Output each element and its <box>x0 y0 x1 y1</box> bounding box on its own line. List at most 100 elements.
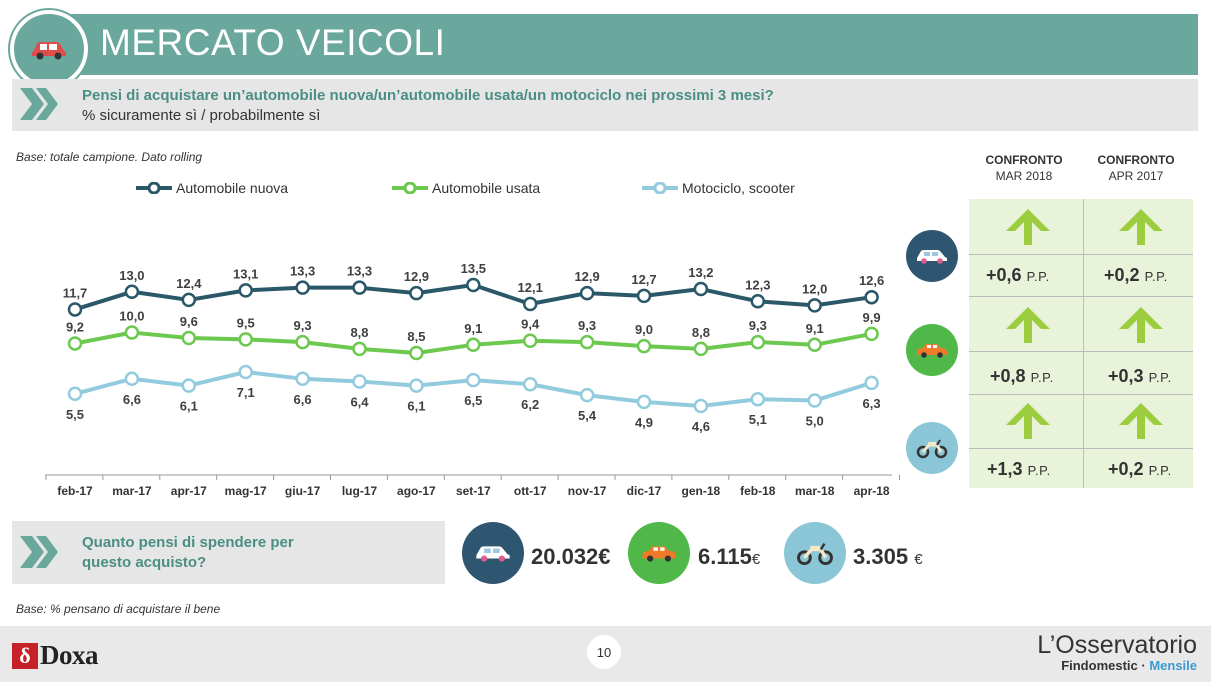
motorbike-icon <box>784 522 846 584</box>
data-point <box>636 394 652 410</box>
data-label: 5,1 <box>749 412 767 427</box>
base-note-2: Base: % pensano di acquistare il bene <box>16 602 221 616</box>
spend-question: Quanto pensi di spendere per questo acqu… <box>82 534 294 571</box>
data-label: 9,4 <box>521 317 540 332</box>
data-point <box>807 393 822 408</box>
x-tick-label: nov-17 <box>568 484 607 498</box>
data-label: 8,5 <box>407 329 425 344</box>
data-label: 9,3 <box>749 318 767 333</box>
data-label: 12,1 <box>518 280 543 295</box>
comparison-value: +0,6 P.P. <box>986 265 1050 285</box>
legend-automobile-nuova: Automobile nuova <box>134 180 288 196</box>
data-point <box>522 333 538 348</box>
x-tick-label: mar-17 <box>112 484 152 498</box>
question-bar <box>12 79 1198 131</box>
x-tick-label: set-17 <box>456 484 491 498</box>
data-label: 12,0 <box>802 281 827 296</box>
comparison-value: +1,3 P.P. <box>987 459 1051 479</box>
data-label: 13,1 <box>233 266 258 281</box>
data-point <box>295 280 310 295</box>
data-label: 13,2 <box>688 265 713 280</box>
data-point <box>295 371 310 387</box>
data-point <box>693 281 709 297</box>
data-label: 9,1 <box>464 321 482 336</box>
data-label: 9,3 <box>294 318 312 333</box>
data-label: 9,5 <box>237 315 255 330</box>
data-label: 6,5 <box>464 393 482 408</box>
x-tick-label: lug-17 <box>342 484 378 498</box>
legend-label: Automobile nuova <box>176 180 289 196</box>
page-title: MERCATO VEICOLI <box>100 22 446 63</box>
arrow-up-icon <box>1006 209 1050 245</box>
motorbike-icon <box>906 422 958 474</box>
spend-moto: 3.305 € <box>853 544 923 569</box>
data-point <box>238 283 253 298</box>
data-point <box>579 334 595 350</box>
chevrons-icon <box>20 88 58 120</box>
car-icon <box>10 10 88 88</box>
data-label: 12,7 <box>631 272 656 287</box>
data-point <box>352 374 367 389</box>
data-label: 6,1 <box>407 399 425 414</box>
x-tick-label: gen-18 <box>682 484 721 498</box>
data-label: 11,7 <box>63 285 88 300</box>
data-label: 12,6 <box>859 273 884 288</box>
divider <box>1083 199 1084 488</box>
data-point <box>693 341 709 357</box>
data-point <box>181 292 197 308</box>
data-label: 6,3 <box>863 396 881 411</box>
legend-automobile-usata: Automobile usata <box>390 180 540 196</box>
data-label: 9,1 <box>806 321 824 336</box>
data-point <box>864 375 879 391</box>
comparison-value: +0,8 P.P. <box>990 366 1054 386</box>
divider <box>969 254 1193 255</box>
spend-car-new: 20.032€ <box>531 544 611 569</box>
car-new-icon <box>462 522 524 584</box>
data-point <box>124 371 140 387</box>
data-point <box>67 386 83 402</box>
line-chart: feb-17 mar-17 apr-17 mag-17 giu-17 lug-17 ago-… <box>45 261 900 498</box>
data-label: 12,4 <box>176 276 202 291</box>
data-point <box>466 372 481 388</box>
header-bar <box>62 14 1198 75</box>
data-label: 4,9 <box>635 415 653 430</box>
legend-motociclo-scooter: Motociclo, scooter <box>640 180 795 196</box>
data-point <box>238 332 253 347</box>
x-tick-label: apr-18 <box>854 484 890 498</box>
data-point <box>409 345 424 361</box>
data-point <box>807 298 822 313</box>
spend-car-used: 6.115€ <box>698 544 761 569</box>
data-point <box>693 398 709 414</box>
data-point <box>67 302 83 317</box>
divider <box>969 394 1193 395</box>
data-label: 4,6 <box>692 419 710 434</box>
data-label: 6,6 <box>294 392 312 407</box>
data-label: 9,0 <box>635 322 653 337</box>
x-tick-label: mag-17 <box>225 484 267 498</box>
car-used-icon <box>906 324 958 376</box>
arrow-up-icon <box>1119 403 1163 439</box>
data-label: 13,5 <box>461 261 486 276</box>
data-label: 6,1 <box>180 399 198 414</box>
data-point <box>864 326 879 342</box>
data-label: 9,6 <box>180 314 198 329</box>
doxa-logo: δ Doxa <box>12 640 99 671</box>
data-label: 9,9 <box>863 310 881 325</box>
chevrons-icon <box>20 536 58 568</box>
data-label: 13,3 <box>347 264 372 279</box>
spend-question-bar <box>12 521 445 584</box>
data-point <box>522 296 538 312</box>
comparison-header-2: CONFRONTO APR 2017 <box>1097 153 1175 183</box>
data-point <box>579 285 595 301</box>
base-note: Base: totale campione. Dato rolling <box>16 150 203 164</box>
data-label: 8,8 <box>350 325 368 340</box>
data-point <box>67 336 83 351</box>
data-point <box>466 337 481 353</box>
data-point <box>409 285 424 301</box>
data-label: 12,3 <box>745 277 770 292</box>
arrow-up-icon <box>1119 209 1163 245</box>
car-used-icon <box>628 522 690 584</box>
data-point <box>409 378 424 393</box>
data-point <box>124 284 140 300</box>
arrow-up-icon <box>1006 307 1050 343</box>
